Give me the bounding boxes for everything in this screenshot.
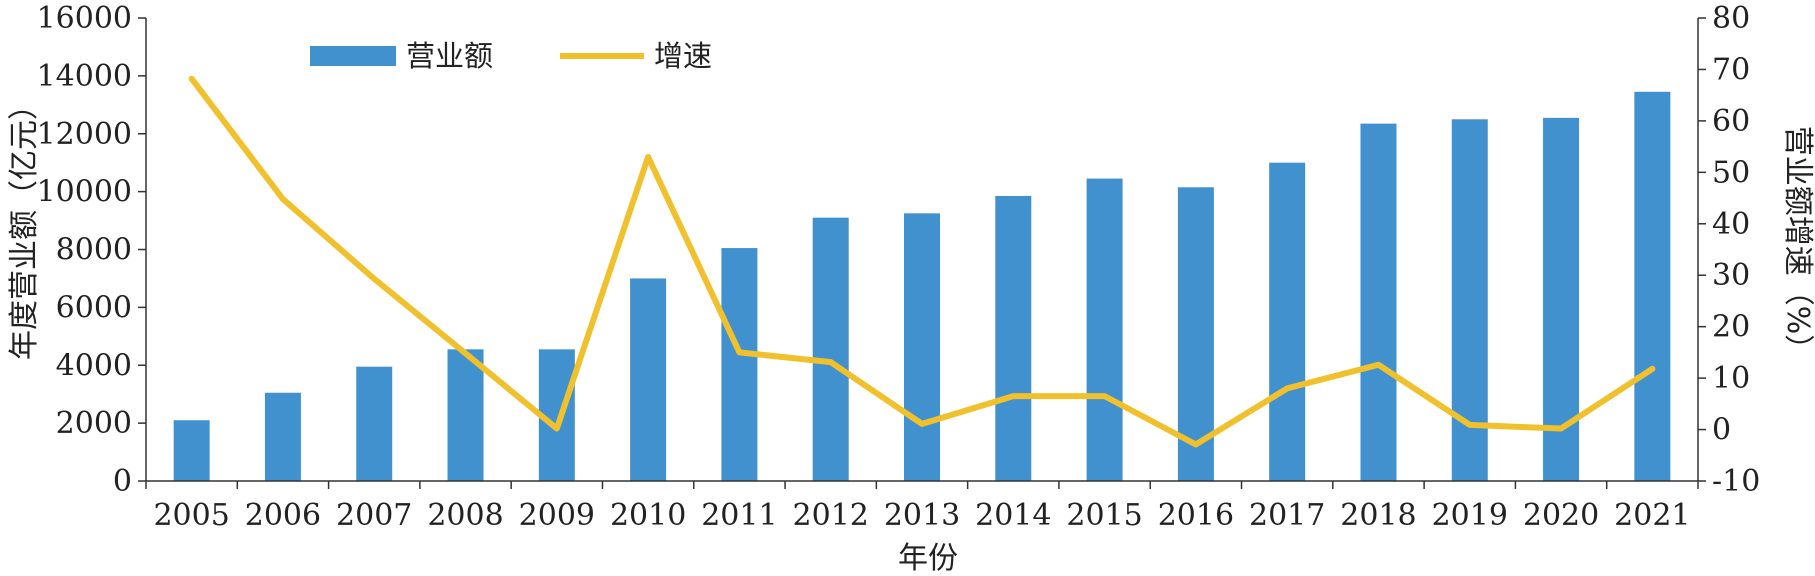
x-tick-label: 2019 bbox=[1432, 498, 1508, 533]
right-y-tick-label: 40 bbox=[1712, 207, 1750, 242]
right-y-tick-label: 30 bbox=[1712, 258, 1750, 293]
x-tick-label: 2021 bbox=[1614, 498, 1690, 533]
bar-2015 bbox=[1086, 178, 1123, 481]
right-y-tick-label: 0 bbox=[1712, 413, 1731, 448]
right-y-tick-label: 60 bbox=[1712, 104, 1750, 139]
line-layer bbox=[188, 75, 1656, 448]
line-point-2018 bbox=[1377, 364, 1379, 366]
x-tick-label: 2017 bbox=[1249, 498, 1325, 533]
bar-2010 bbox=[630, 278, 667, 481]
line-point-2012 bbox=[830, 361, 832, 363]
bar-2006 bbox=[264, 392, 301, 481]
line-point-2010 bbox=[647, 156, 649, 158]
x-tick-label: 2015 bbox=[1066, 498, 1142, 533]
bar-2008 bbox=[447, 349, 484, 481]
line-point-2015 bbox=[1104, 395, 1106, 397]
line-point-2017 bbox=[1286, 387, 1288, 389]
left-y-axis-title: 年度营业额（亿元） bbox=[7, 90, 42, 360]
right-y-axis-title: 营业额增速（%） bbox=[1780, 126, 1815, 365]
x-tick-label: 2016 bbox=[1158, 498, 1234, 533]
x-tick-label: 2014 bbox=[975, 498, 1051, 533]
legend: 营业额 增速 bbox=[310, 39, 712, 73]
bar-2013 bbox=[904, 213, 940, 481]
right-y-tick-label: 50 bbox=[1712, 155, 1750, 190]
bar-2012 bbox=[812, 217, 849, 481]
bar-2005 bbox=[173, 420, 210, 481]
line-point-2007 bbox=[373, 278, 375, 280]
x-tick-label: 2020 bbox=[1523, 498, 1599, 533]
left-y-tick-label: 8000 bbox=[56, 233, 132, 268]
x-tick-label: 2008 bbox=[427, 498, 503, 533]
left-y-tick-label: 0 bbox=[113, 464, 132, 499]
bar-2011 bbox=[721, 248, 758, 481]
bar-2007 bbox=[356, 366, 393, 481]
left-y-tick-label: 10000 bbox=[37, 175, 132, 210]
right-y-tick-label: 20 bbox=[1712, 310, 1750, 345]
left-y-tick-label: 12000 bbox=[37, 117, 132, 152]
bar-2016 bbox=[1177, 187, 1214, 482]
line-point-2013 bbox=[921, 423, 923, 425]
legend-bar-label: 营业额 bbox=[406, 39, 493, 73]
line-point-2019 bbox=[1469, 424, 1471, 426]
x-tick-label: 2013 bbox=[884, 498, 960, 533]
axes-layer bbox=[138, 17, 1706, 489]
line-point-2016 bbox=[1195, 443, 1197, 445]
x-axis-title: 年份 bbox=[898, 541, 958, 576]
legend-line-label: 增速 bbox=[654, 39, 712, 73]
bar-2019 bbox=[1451, 119, 1488, 481]
x-tick-label: 2010 bbox=[610, 498, 686, 533]
x-tick-labels: 2005 2006 2007 2008 2009 2010 2011 2012 2013 2014… bbox=[153, 498, 1690, 533]
x-tick-label: 2012 bbox=[793, 498, 869, 533]
line-point-2011 bbox=[738, 351, 740, 353]
legend-bar-swatch bbox=[310, 46, 396, 66]
x-tick-label: 2018 bbox=[1340, 498, 1416, 533]
bar-2014 bbox=[995, 195, 1032, 481]
right-y-tick-label: 80 bbox=[1712, 1, 1750, 36]
line-point-2009 bbox=[556, 428, 558, 430]
left-y-tick-label: 6000 bbox=[56, 290, 132, 325]
x-tick-label: 2005 bbox=[153, 498, 229, 533]
line-point-2021 bbox=[1651, 368, 1653, 370]
line-point-2020 bbox=[1560, 428, 1562, 430]
left-y-tick-label: 4000 bbox=[56, 348, 132, 383]
x-tick-label: 2006 bbox=[245, 498, 321, 533]
left-y-tick-labels: 0 2000 4000 6000 8000 10000 12000 14000 16000 bbox=[37, 1, 132, 499]
line-point-2014 bbox=[1012, 395, 1014, 397]
bar-2018 bbox=[1360, 123, 1397, 481]
right-y-tick-label: 10 bbox=[1712, 361, 1750, 396]
right-y-tick-labels: -10 0 10 20 30 40 50 60 70 80 bbox=[1712, 1, 1760, 499]
left-y-tick-label: 2000 bbox=[56, 406, 132, 441]
line-point-2005 bbox=[191, 78, 193, 80]
left-y-tick-label: 16000 bbox=[37, 1, 132, 36]
x-tick-label: 2011 bbox=[701, 498, 777, 533]
x-tick-label: 2009 bbox=[519, 498, 595, 533]
right-y-tick-label: 70 bbox=[1712, 52, 1750, 87]
x-tick-label: 2007 bbox=[336, 498, 412, 533]
bar-2017 bbox=[1269, 162, 1306, 481]
bar-2021 bbox=[1634, 91, 1671, 482]
right-y-tick-label: -10 bbox=[1712, 464, 1760, 499]
left-y-tick-label: 14000 bbox=[37, 59, 132, 94]
line-point-2006 bbox=[282, 198, 284, 200]
line-point-2008 bbox=[465, 352, 467, 354]
